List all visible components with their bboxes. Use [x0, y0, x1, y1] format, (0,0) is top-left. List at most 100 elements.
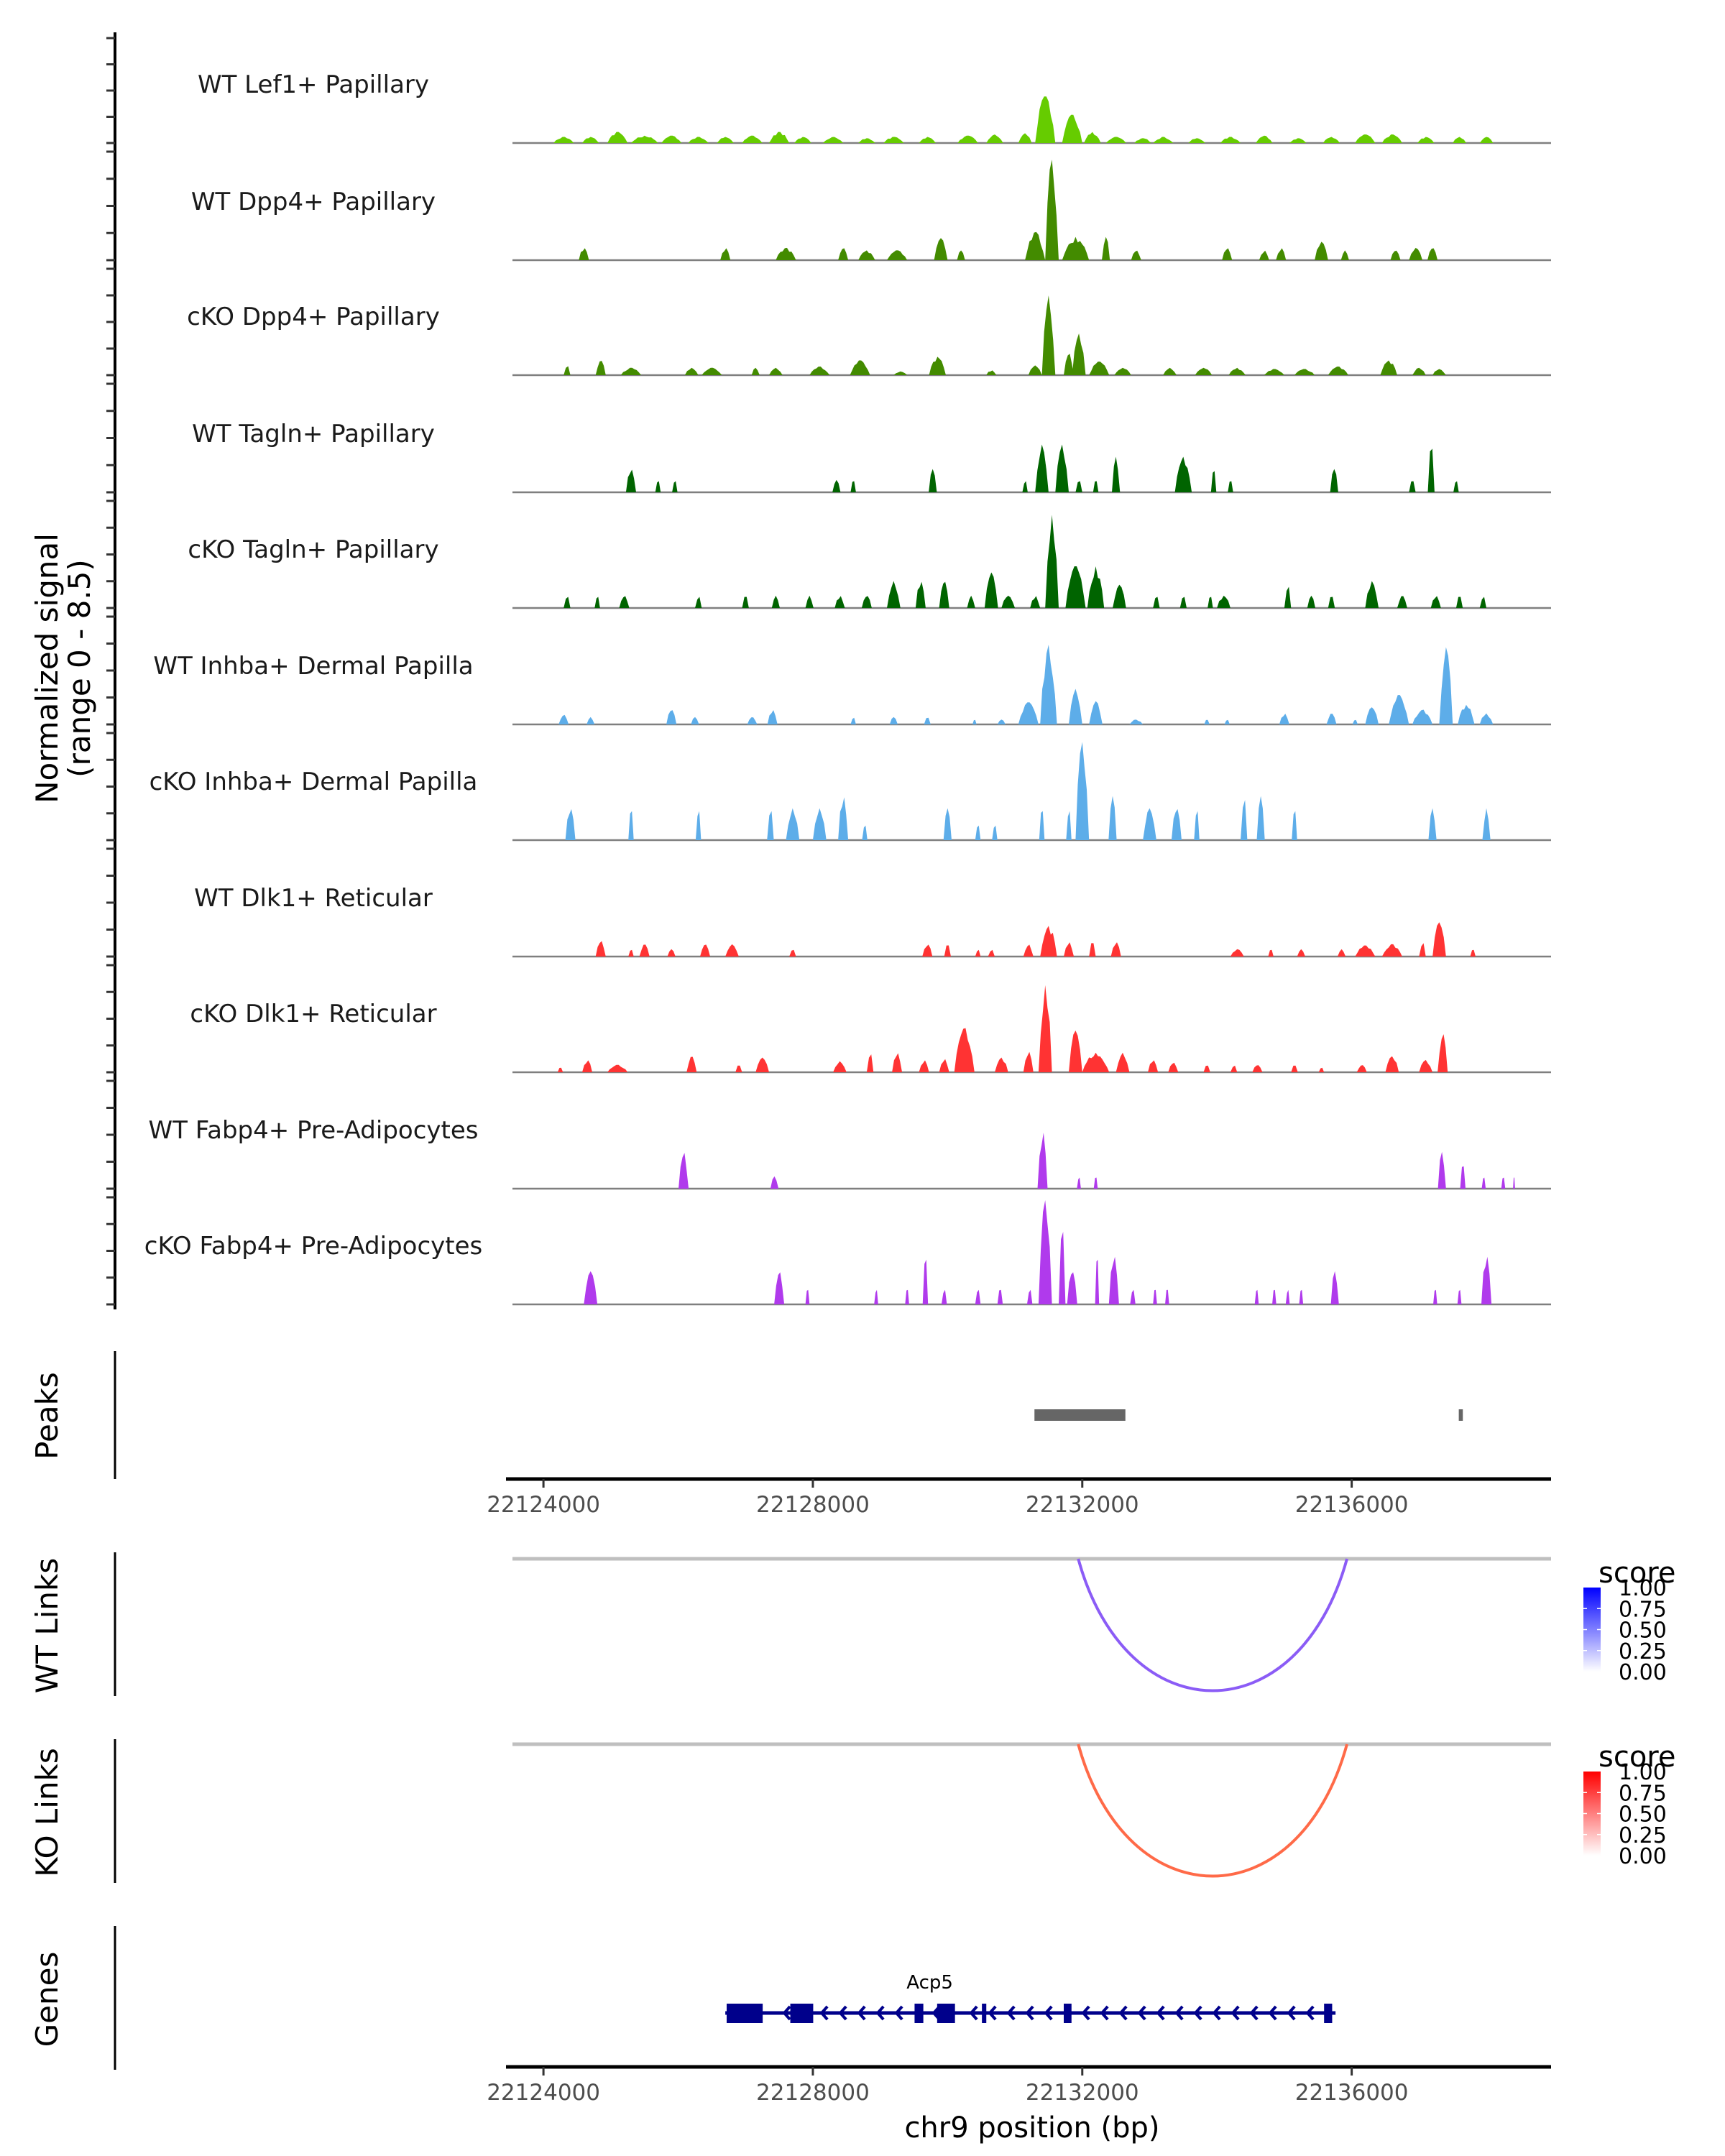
peak-region	[1458, 1409, 1463, 1421]
coverage-peak	[1093, 1177, 1098, 1189]
coverage-peak	[1337, 949, 1346, 957]
gene-exon	[982, 2004, 987, 2023]
coverage-track: WT Lef1+ Papillary	[198, 70, 1551, 144]
coverage-peak	[1065, 566, 1086, 608]
coverage-peak	[1038, 985, 1052, 1072]
coverage-peak	[922, 1259, 929, 1304]
strand-arrow-icon	[1006, 2005, 1016, 2021]
coverage-peak	[1279, 714, 1289, 724]
y-axis-title-line1: Normalized signal	[29, 533, 65, 803]
coverage-peak	[1470, 949, 1476, 957]
coverage-peak	[919, 1060, 929, 1072]
coverage-peak	[1165, 1289, 1169, 1304]
coverage-peak	[1179, 596, 1187, 608]
coverage-peak	[1427, 248, 1438, 260]
coverage-peak	[1112, 456, 1121, 492]
coverage-peak	[887, 250, 908, 260]
coverage-peak	[767, 811, 774, 840]
coverage-peak	[866, 1054, 874, 1072]
coverage-peak	[1035, 96, 1056, 143]
coverage-peak	[1040, 926, 1057, 957]
coverage-tracks: WT Lef1+ Papillary WT Dpp4+ Papillary cKO …	[144, 70, 1551, 1306]
coverage-peak	[1026, 1289, 1033, 1304]
ko-legend-title: score	[1598, 1741, 1675, 1774]
coverage-peak	[1326, 714, 1337, 724]
coverage-peak	[934, 238, 948, 260]
coverage-peak	[1062, 236, 1090, 260]
coverage-peak	[1289, 138, 1307, 143]
coverage-peak	[975, 1289, 981, 1304]
coverage-peak	[789, 949, 796, 957]
coverage-peak	[595, 361, 606, 375]
coverage-peak	[1110, 942, 1121, 957]
coverage-peak	[941, 1289, 947, 1304]
coverage-peak	[1028, 365, 1042, 375]
coverage-peak	[774, 1272, 785, 1304]
coverage-peak	[957, 135, 978, 143]
coverage-peak	[986, 370, 997, 375]
x-tick-label: 22128000	[756, 1492, 870, 1518]
peak-region	[1034, 1409, 1126, 1421]
coverage-peak	[725, 944, 739, 957]
coverage-peak	[984, 572, 998, 608]
coverage-peak	[1230, 949, 1244, 957]
coverage-peak	[1453, 137, 1466, 143]
strand-arrow-icon	[838, 2005, 847, 2021]
coverage-track: cKO Fabp4+ Pre-Adipocytes	[144, 1200, 1551, 1306]
coverage-peak	[630, 135, 658, 143]
coverage-peak	[1501, 1177, 1506, 1189]
coverage-peak	[607, 132, 628, 143]
strand-arrow-icon	[1025, 2005, 1034, 2021]
genes-label: Genes	[29, 1952, 65, 2047]
track-label: WT Inhba+ Dermal Papilla	[153, 652, 473, 681]
coverage-peak	[776, 247, 796, 260]
coverage-peak	[1084, 132, 1101, 143]
coverage-peak	[1095, 1259, 1100, 1304]
gene-exon	[914, 2004, 924, 2023]
coverage-peak	[1294, 369, 1315, 375]
gene-exon	[937, 2004, 955, 2023]
ko-links-track: KO Links	[29, 1739, 1551, 1883]
coverage-peak	[628, 949, 634, 957]
coverage-peak	[1256, 135, 1273, 143]
wt-legend-title: score	[1598, 1557, 1675, 1590]
gene-exon	[726, 2004, 763, 2023]
coverage-peak	[1328, 367, 1348, 375]
coverage-peak	[858, 138, 875, 143]
track-label: WT Tagln+ Papillary	[192, 420, 435, 448]
coverage-peak	[695, 596, 702, 608]
coverage-peak	[1409, 481, 1416, 492]
coverage-peak	[924, 717, 931, 724]
coverage-peak	[1259, 250, 1269, 260]
coverage-peak	[594, 596, 600, 608]
coverage-peak	[889, 717, 898, 724]
coverage-peak	[1228, 481, 1233, 492]
coverage-peak	[1315, 241, 1328, 260]
coverage-peak	[1455, 596, 1463, 608]
x-tick-label: 22124000	[487, 1492, 600, 1518]
coverage-peak	[1340, 250, 1349, 260]
coverage-peak	[893, 371, 908, 375]
coverage-peak	[1513, 1177, 1515, 1189]
strand-arrow-icon	[894, 2005, 903, 2021]
coverage-peak	[595, 941, 606, 957]
coverage-peak	[1148, 1060, 1159, 1072]
coverage-peak	[823, 137, 844, 143]
coverage-peak	[997, 1289, 1003, 1304]
coverage-peak	[1153, 137, 1174, 143]
coverage-peak	[887, 581, 901, 608]
coverage-peak	[1105, 137, 1126, 143]
strand-arrow-icon	[857, 2005, 866, 2021]
coverage-peak	[767, 710, 778, 724]
coverage-peak	[686, 1056, 697, 1072]
coverage-peak	[565, 808, 576, 840]
coverage-peak	[1129, 719, 1144, 724]
track-label: WT Fabp4+ Pre-Adipocytes	[149, 1116, 479, 1145]
ko-score-legend: score 1.000.750.500.250.00	[1583, 1741, 1675, 1869]
coverage-peak	[582, 1060, 592, 1072]
coverage-peak	[1194, 811, 1200, 840]
coverage-peak	[995, 1057, 1008, 1072]
x-tick-label: 22136000	[1295, 2080, 1409, 2106]
coverage-peak	[1153, 1289, 1157, 1304]
